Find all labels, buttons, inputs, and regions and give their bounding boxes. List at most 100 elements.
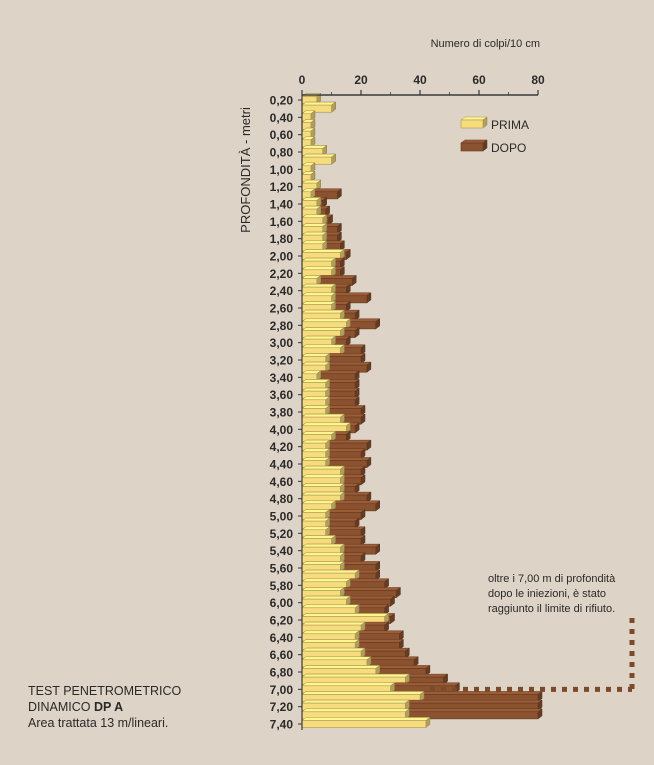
legend-item-prima: PRIMA — [460, 116, 529, 132]
bar-prima — [301, 526, 331, 538]
legend-label: DOPO — [491, 141, 526, 155]
axis-layer: 0 20 40 60 80 Numero di colpi/10 cm 0,20 0,40 0,… — [238, 38, 545, 732]
legend-swatch — [460, 116, 488, 129]
y-tick-label: 3,00 — [270, 336, 294, 350]
annotation-line-1: oltre i 7,00 m di profondità — [488, 573, 616, 585]
bar-prima — [301, 482, 346, 495]
bar-prima — [301, 630, 360, 642]
caption-line-2: DINAMICO DP A — [28, 699, 181, 715]
y-tick-label: 0,80 — [270, 146, 294, 160]
bars-layer — [301, 92, 543, 729]
bar-prima — [301, 595, 351, 607]
bar-prima — [301, 430, 337, 443]
bar-dopo — [301, 526, 366, 538]
bar-prima — [301, 569, 360, 581]
bar-prima — [301, 118, 316, 131]
y-tick-label: 4,40 — [270, 458, 294, 472]
y-tick-label: 6,40 — [270, 631, 294, 645]
bar-prima — [301, 188, 316, 200]
bar-prima — [301, 136, 316, 148]
bar-prima — [301, 396, 331, 408]
bar-prima — [301, 491, 346, 503]
x-tick-label: 60 — [472, 73, 486, 87]
y-tick-label: 3,60 — [270, 388, 294, 402]
bar-prima — [301, 170, 316, 183]
legend-swatch — [460, 139, 488, 152]
bar-prima — [301, 560, 346, 573]
y-tick-label: 2,40 — [270, 284, 294, 298]
y-tick-label: 1,80 — [270, 232, 294, 246]
bar-prima — [301, 534, 337, 547]
y-tick-label: 3,80 — [270, 406, 294, 420]
legend: PRIMA DOPO — [460, 116, 529, 155]
y-tick-label: 5,80 — [270, 579, 294, 593]
bar-prima — [301, 179, 322, 191]
bar-prima — [301, 101, 337, 113]
y-tick-label: 4,00 — [270, 423, 294, 437]
y-tick-label: 3,40 — [270, 371, 294, 385]
y-tick-label: 4,20 — [270, 440, 294, 454]
y-tick-label: 6,20 — [270, 614, 294, 628]
x-axis-label: Numero di colpi/10 cm — [431, 38, 540, 50]
bar-prima — [301, 422, 351, 434]
chart-caption: TEST PENETROMETRICO DINAMICO DP A Area t… — [28, 683, 181, 731]
y-tick-label: 1,00 — [270, 163, 294, 177]
y-tick-label: 4,60 — [270, 475, 294, 489]
y-tick-label: 5,00 — [270, 510, 294, 524]
x-tick-label: 20 — [354, 73, 368, 87]
bar-prima — [301, 621, 366, 633]
y-tick-label: 5,60 — [270, 562, 294, 576]
y-tick-label: 6,60 — [270, 648, 294, 662]
bar-prima — [301, 222, 328, 235]
y-tick-label: 1,20 — [270, 180, 294, 194]
bar-prima — [301, 344, 346, 356]
bar-prima — [301, 690, 425, 703]
bar-prima — [301, 266, 337, 278]
bar-prima — [301, 716, 431, 729]
annotation-line-3: raggiunto il limite di rifiuto. — [488, 603, 616, 615]
y-tick-label: 7,40 — [270, 718, 294, 732]
y-tick-label: 0,20 — [270, 94, 294, 108]
x-tick-label: 0 — [299, 73, 306, 87]
bar-prima — [301, 283, 337, 295]
y-axis-label: PROFONDITÀ - metri — [238, 107, 253, 233]
bar-prima — [301, 378, 331, 391]
bar-prima — [301, 231, 328, 243]
bar-prima — [301, 439, 331, 451]
y-tick-label: 7,20 — [270, 700, 294, 714]
caption-line-1: TEST PENETROMETRICO — [28, 684, 182, 698]
bar-prima — [301, 274, 322, 287]
caption-line-3: Area trattata 13 m/lineari. — [28, 716, 169, 730]
y-tick-label: 2,60 — [270, 302, 294, 316]
bar-prima — [301, 127, 316, 139]
x-tick-label: 80 — [531, 73, 545, 87]
bar-prima — [301, 647, 366, 659]
x-tick-label: 40 — [413, 73, 427, 87]
bar-prima — [301, 500, 337, 512]
annotation-line-2: dopo le iniezioni, è stato — [488, 588, 607, 600]
bar-prima — [301, 543, 346, 555]
caption-line-2-bold: DP A — [93, 700, 124, 714]
y-tick-label: 2,20 — [270, 267, 294, 281]
bar-prima — [301, 656, 372, 668]
limit-annotation — [430, 618, 635, 692]
y-tick-label: 0,40 — [270, 111, 294, 125]
bar-prima — [301, 292, 337, 304]
bar-prima — [301, 552, 346, 564]
legend-label: PRIMA — [491, 118, 529, 132]
y-tick-label: 6,80 — [270, 666, 294, 680]
y-tick-label: 1,60 — [270, 215, 294, 229]
y-tick-label: 1,40 — [270, 198, 294, 212]
y-tick-label: 2,80 — [270, 319, 294, 333]
caption-line-2-prefix: DINAMICO — [28, 700, 94, 714]
y-tick-label: 4,80 — [270, 492, 294, 506]
annotation-text: oltre i 7,00 m di profondità dopo le ini… — [488, 572, 615, 617]
y-tick-label: 5,20 — [270, 527, 294, 541]
bar-prima — [301, 240, 328, 252]
y-tick-label: 2,00 — [270, 250, 294, 264]
bar-prima — [301, 162, 316, 174]
y-tick-label: 3,20 — [270, 354, 294, 368]
y-tick-label: 0,60 — [270, 128, 294, 142]
y-tick-label: 5,40 — [270, 544, 294, 558]
